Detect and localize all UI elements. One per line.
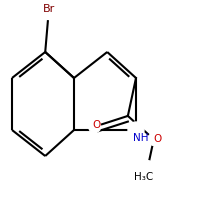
Text: O: O [93,120,101,130]
Circle shape [39,0,59,19]
Circle shape [89,121,101,133]
Text: H₃C: H₃C [134,172,153,182]
Circle shape [128,122,144,138]
Circle shape [148,133,160,145]
Text: Br: Br [43,4,55,14]
Text: NH: NH [133,133,149,143]
Circle shape [138,161,156,179]
Text: O: O [154,134,162,144]
